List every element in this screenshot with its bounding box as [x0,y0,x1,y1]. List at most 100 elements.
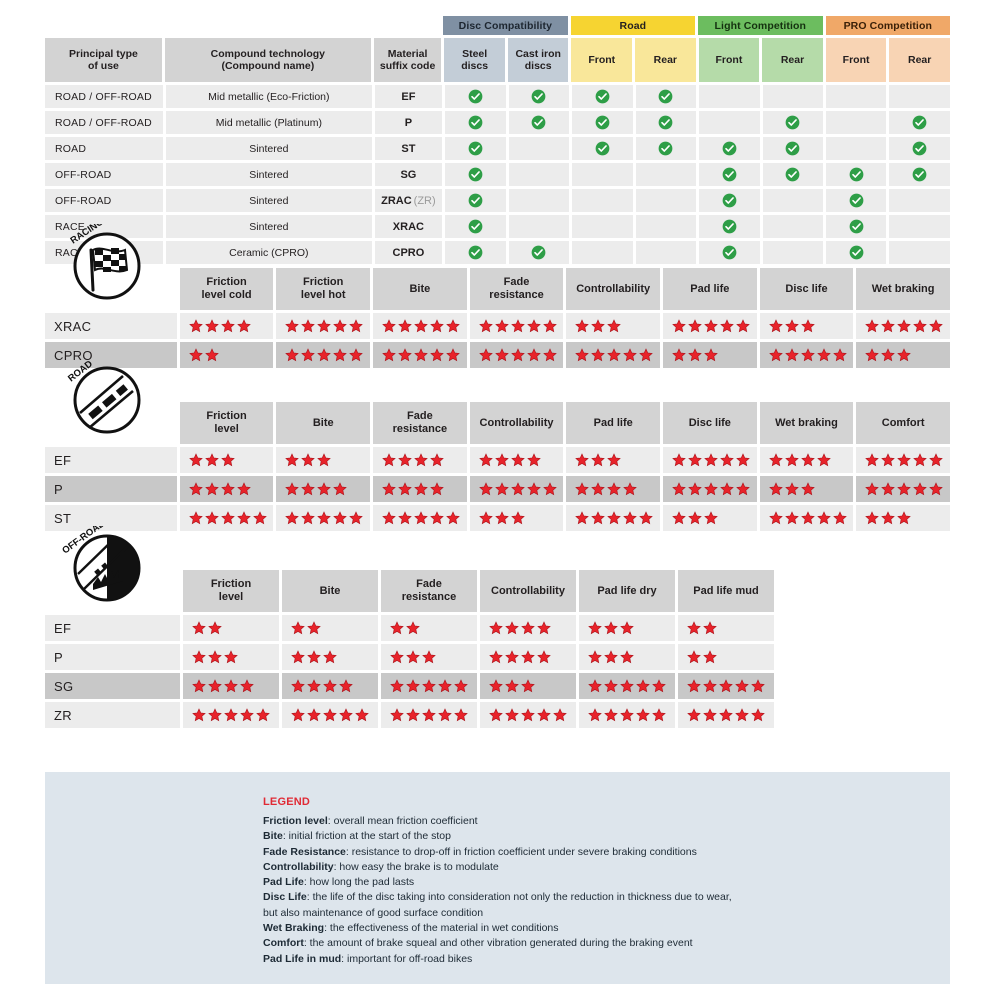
star-icon [768,319,783,333]
legend-item: Controllability: how easy the brake is t… [263,860,913,875]
compat-cell-check [508,111,570,134]
star-rating [687,650,717,664]
star-rating [478,511,525,525]
road-header-row: ROAD Friction level Bite Fade resistance C… [45,358,950,444]
check-circle-icon [722,141,737,156]
star-icon [307,621,321,635]
racing-col-pad-life: Pad life [663,268,757,310]
star-icon [800,511,815,525]
star-icon [285,482,300,496]
star-icon [816,453,831,467]
star-icon [406,621,420,635]
compat-cell-check [826,137,887,160]
offroad-col-pad-life-mud: Pad life mud [678,570,774,612]
star-icon [588,621,602,635]
star-icon [301,511,316,525]
star-icon [865,348,880,362]
star-icon [208,621,222,635]
star-icon [672,453,686,467]
rating-cell [179,342,274,368]
star-icon [784,482,799,496]
compat-cell-suffix: ST [374,137,443,160]
rating-cell [678,644,774,670]
legend-term: Controllability [263,860,334,873]
star-icon [192,621,206,635]
rating-cell [381,615,477,641]
legend-item: Pad Life: how long the pad lasts [263,875,913,890]
rating-cell [480,702,576,728]
rating-cell [579,702,675,728]
road-col-comfort: Comfort [856,402,950,444]
rating-cell [381,702,477,728]
star-rating [390,650,436,664]
rating-row: P [45,476,950,502]
rating-cell [183,644,279,670]
road-col-controllability: Controllability [469,402,564,444]
racing-badge-cell: RACING [45,224,177,310]
legend-desc: : how easy the brake is to modulate [333,860,499,873]
star-icon [188,453,203,467]
star-icon [865,482,880,496]
star-icon [800,453,815,467]
compat-cell-check [762,215,823,238]
rating-row: XRAC [45,313,950,339]
header-castiron-line2: discs [524,60,552,72]
star-icon [390,679,404,693]
star-icon [494,319,509,333]
star-icon [652,679,666,693]
star-icon [816,511,831,525]
star-icon [510,453,525,467]
rating-cell [662,313,757,339]
compat-cell-suffix: P [374,111,443,134]
rating-cell [276,342,370,368]
star-icon [591,482,606,496]
compat-cell-compound: Sintered [166,137,372,160]
star-icon [672,511,686,525]
star-icon [430,348,444,362]
check-circle-icon [912,141,927,156]
check-circle-icon [658,115,673,130]
star-icon [349,511,364,525]
rating-cell [662,505,757,531]
compat-cell-check [635,111,697,134]
legend-item: Fade Resistance: resistance to drop-off … [263,845,913,860]
star-icon [591,453,606,467]
compat-cell-check [826,85,887,108]
compat-cell-use: ROAD / OFF-ROAD [45,85,164,108]
rating-cell [480,615,576,641]
star-icon [604,650,618,664]
star-icon [446,511,460,525]
rating-cell [276,447,370,473]
star-icon [526,319,541,333]
star-icon [339,708,353,722]
star-icon [339,679,353,693]
check-circle-icon [531,245,546,260]
star-rating [489,621,551,635]
star-icon [204,453,219,467]
band-disc-compatibility: Disc Compatibility [443,16,568,35]
rating-row-label: ZR [45,702,180,728]
star-rating [687,621,717,635]
rating-cell [282,644,378,670]
check-circle-icon [912,115,927,130]
star-icon [446,348,460,362]
band-pro-competition: PRO Competition [825,16,951,35]
check-circle-icon [722,167,737,182]
star-rating [588,708,666,722]
star-icon [604,679,618,693]
star-icon [575,453,590,467]
legend-desc: : important for off-road bikes [341,952,473,965]
offroad-header-row: OFF-ROAD Friction level Bite Fade resistan… [45,526,950,612]
star-rating [865,482,944,496]
star-icon [913,453,928,467]
check-circle-icon [468,167,483,182]
compat-row: ROAD / OFF-ROAD Mid metallic (Eco-Frictio… [45,85,950,108]
racing-col-controllability: Controllability [566,268,660,310]
star-icon [505,679,519,693]
legend-term: Pad Life in mud [263,952,342,965]
star-icon [333,319,348,333]
star-icon [751,679,765,693]
star-icon [301,453,316,467]
star-icon [220,319,235,333]
star-icon [430,453,444,467]
